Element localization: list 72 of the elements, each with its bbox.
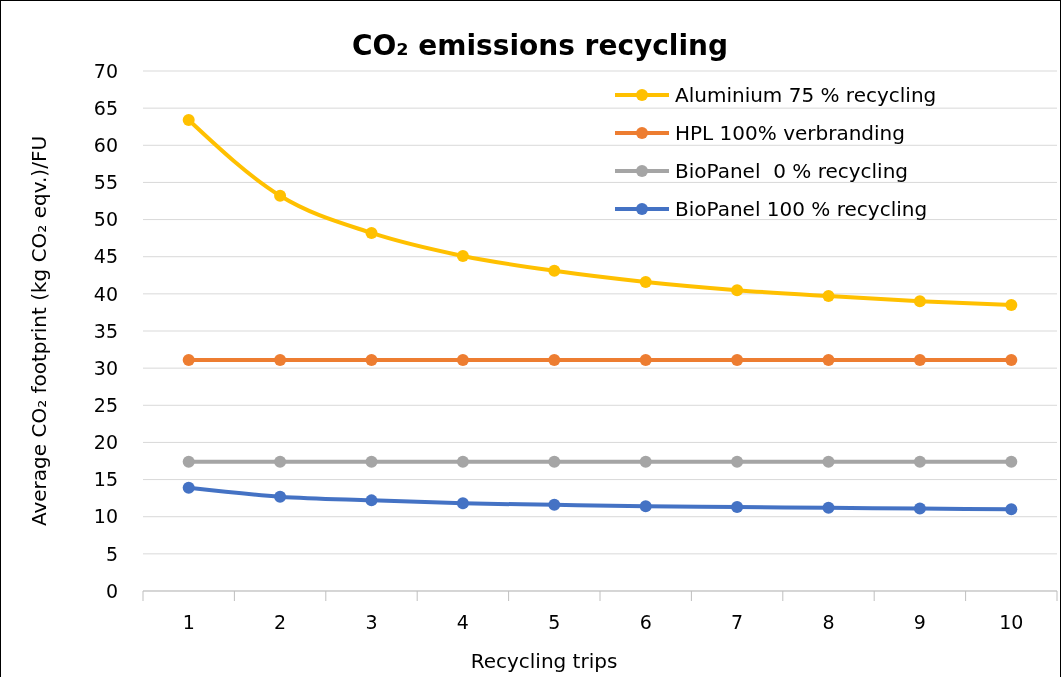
y-tick-label: 70 xyxy=(93,59,118,82)
y-tick-label: 25 xyxy=(93,393,118,416)
point xyxy=(456,497,469,510)
y-tick-label: 50 xyxy=(93,208,118,231)
point xyxy=(274,490,287,503)
point xyxy=(456,249,469,262)
point xyxy=(913,502,926,515)
x-tick-label: 7 xyxy=(731,611,744,633)
y-tick-label: 10 xyxy=(93,505,118,528)
point xyxy=(1005,299,1018,311)
legend-label: BioPanel 100 % recycling xyxy=(675,197,928,221)
y-tick-label: 60 xyxy=(93,133,118,156)
point xyxy=(182,114,195,127)
x-tick-label: 9 xyxy=(913,611,926,633)
point xyxy=(913,353,926,366)
legend-label: HPL 100% verbranding xyxy=(675,121,905,145)
point xyxy=(548,455,561,468)
y-tick-label: 35 xyxy=(93,319,118,342)
x-tick-label: 1 xyxy=(182,611,195,633)
point xyxy=(182,353,195,366)
point xyxy=(913,455,926,468)
x-tick-label: 5 xyxy=(548,611,561,633)
point xyxy=(822,501,835,514)
y-tick-label: 45 xyxy=(93,245,118,268)
point xyxy=(548,264,561,277)
x-tick-label: 10 xyxy=(999,611,1024,633)
legend-label: Aluminium 75 % recycling xyxy=(675,83,937,107)
point xyxy=(365,226,378,239)
point xyxy=(639,275,652,288)
x-tick-label: 8 xyxy=(822,611,835,633)
point xyxy=(456,455,469,468)
y-tick-label: 40 xyxy=(93,282,118,305)
point xyxy=(365,494,378,507)
x-tick-label: 3 xyxy=(365,611,378,633)
y-tick-label: 0 xyxy=(105,579,118,602)
point xyxy=(456,353,469,366)
y-tick-label: 15 xyxy=(93,468,118,491)
point xyxy=(913,295,926,308)
point xyxy=(822,353,835,366)
y-tick-label: 55 xyxy=(93,171,118,194)
x-tick-label: 6 xyxy=(639,611,652,633)
y-tick-label: 65 xyxy=(93,96,118,119)
y-tick-label: 5 xyxy=(105,542,118,565)
point xyxy=(548,498,561,511)
legend-label: BioPanel 0 % recycling xyxy=(675,159,909,183)
point xyxy=(731,284,744,297)
chart-title: CO₂ emissions recycling xyxy=(351,29,729,62)
point xyxy=(731,501,744,514)
point xyxy=(274,189,287,202)
y-tick-label: 30 xyxy=(93,356,118,379)
y-tick-label: 20 xyxy=(93,431,118,454)
point xyxy=(1005,503,1018,516)
point xyxy=(548,353,561,366)
point xyxy=(731,455,744,468)
point xyxy=(1005,353,1018,366)
x-tick-label: 4 xyxy=(456,611,469,633)
point xyxy=(639,353,652,366)
point xyxy=(639,500,652,513)
x-axis-title: Recycling trips xyxy=(470,649,618,673)
point xyxy=(182,455,195,468)
point xyxy=(274,455,287,468)
y-axis-title: Average CO₂ footprint (kg CO₂ eqv.)/FU xyxy=(27,135,51,527)
x-tick-label: 2 xyxy=(274,611,287,633)
point xyxy=(274,353,287,366)
point xyxy=(365,455,378,468)
point xyxy=(365,353,378,366)
point xyxy=(731,353,744,366)
point xyxy=(639,455,652,468)
point xyxy=(182,481,195,494)
point xyxy=(822,290,835,303)
point xyxy=(1005,455,1018,468)
point xyxy=(822,455,835,468)
